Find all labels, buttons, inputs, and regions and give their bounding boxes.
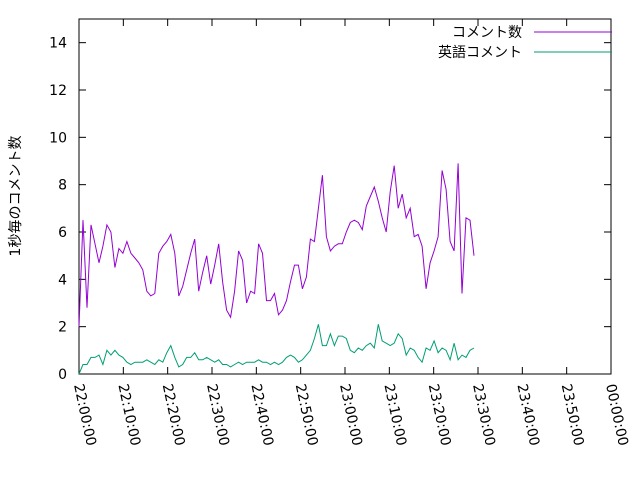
x-tick-label: 22:30:00 <box>203 383 232 448</box>
x-tick-label: 22:20:00 <box>159 383 188 448</box>
x-tick-label: 22:50:00 <box>292 383 321 448</box>
y-tick-label: 12 <box>49 83 67 99</box>
series-layer <box>78 163 475 375</box>
legend: コメント数 英語コメント <box>438 25 612 61</box>
x-tick-label: 23:10:00 <box>380 383 409 448</box>
y-tick-label: 14 <box>49 36 67 52</box>
y-tick-label: 2 <box>58 320 67 336</box>
y-tick-label: 10 <box>49 130 67 146</box>
series-line-comments <box>78 163 475 327</box>
x-tick-label: 23:40:00 <box>513 383 542 448</box>
y-tick-label: 8 <box>58 178 67 194</box>
legend-label-comments: コメント数 <box>452 25 522 41</box>
x-tick-label: 22:10:00 <box>114 383 143 448</box>
x-tick-label: 23:20:00 <box>425 383 454 448</box>
y-tick-label: 6 <box>58 225 67 241</box>
x-tick-label: 23:00:00 <box>336 383 365 448</box>
y-axis: 0 2 4 6 8 10 12 14 <box>49 36 611 383</box>
series-line-english <box>78 324 475 375</box>
plot-frame <box>78 18 612 375</box>
y-axis-label: 1秒毎のコメント数 <box>8 136 24 257</box>
y-tick-label: 0 <box>58 367 67 383</box>
x-tick-label: 22:40:00 <box>247 383 276 448</box>
legend-label-english: 英語コメント <box>438 44 522 61</box>
y-tick-label: 4 <box>58 272 67 288</box>
x-tick-label: 00:00:00 <box>602 383 631 448</box>
x-tick-label: 23:30:00 <box>469 383 498 448</box>
x-tick-label: 22:00:00 <box>70 383 99 448</box>
x-tick-label: 23:50:00 <box>558 383 587 448</box>
x-axis: 22:00:00 22:10:00 22:20:00 22:30:00 22:40:00… <box>70 19 631 447</box>
